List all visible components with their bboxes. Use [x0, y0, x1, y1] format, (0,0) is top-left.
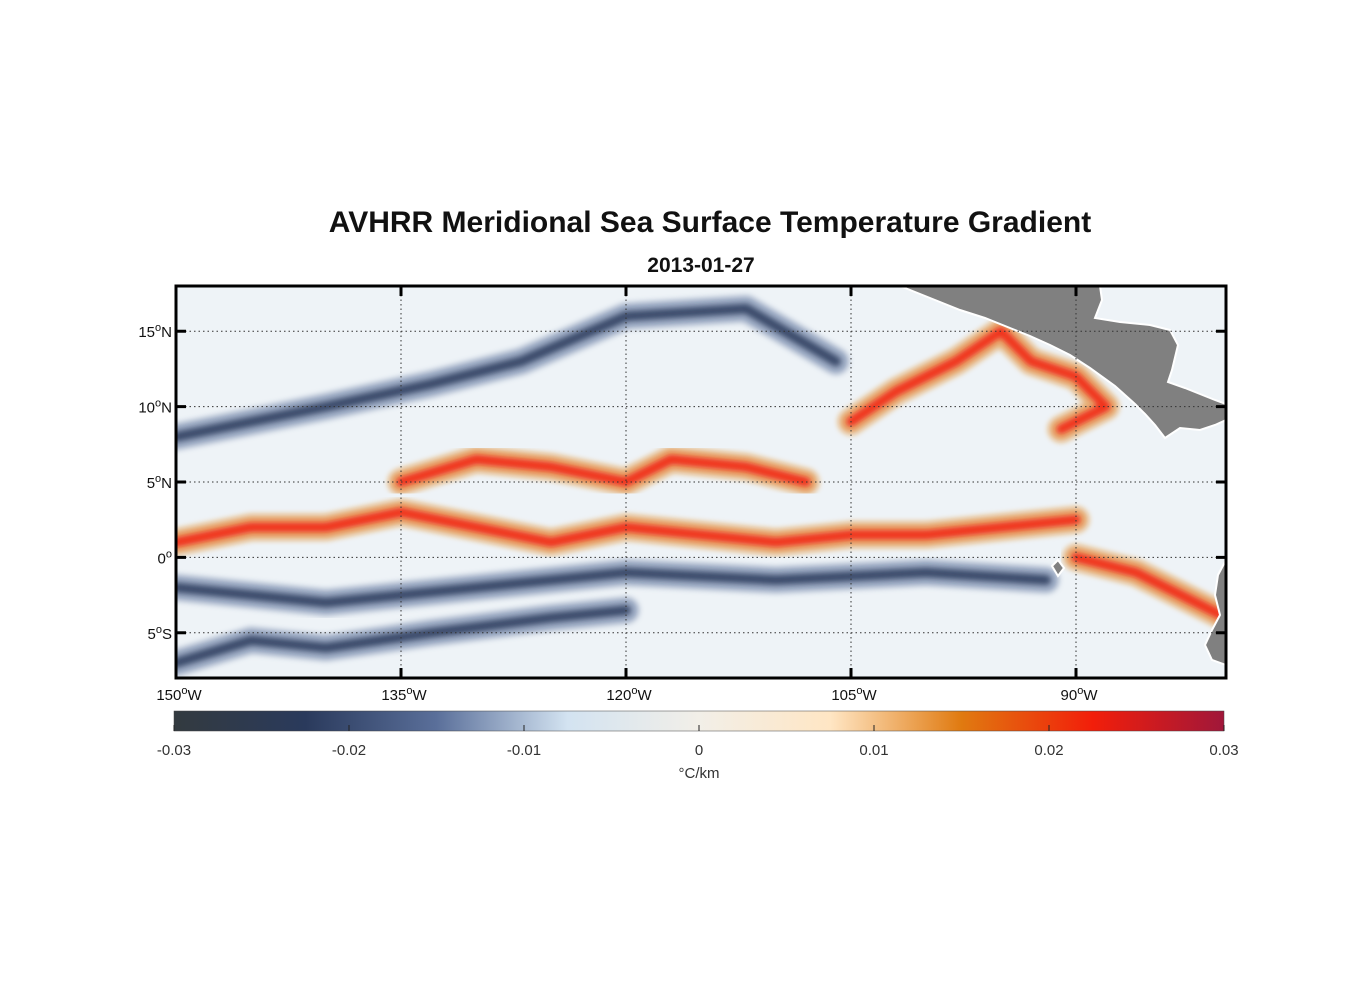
colorbar-tick-label: 0.03 [1209, 742, 1238, 759]
front-southern-cold-band [176, 605, 631, 668]
chart-date: 2013-01-27 [647, 254, 755, 277]
south-america-land [1203, 559, 1226, 667]
colorbar-tick-label: 0 [695, 742, 703, 759]
lat-tick-label: 5oS [148, 624, 172, 643]
front-peru-coast-front [1071, 552, 1226, 623]
colorbar-tick-label: 0.02 [1034, 742, 1063, 759]
colorbar-tick-label: -0.03 [157, 742, 191, 759]
front-equatorial-front [176, 507, 1081, 548]
lon-tick-label: 120oW [606, 685, 652, 704]
front-eddy-field-near-coast [846, 326, 1111, 435]
lat-tick-label: 15oN [138, 322, 172, 341]
colorbar-unit-label: °C/km [679, 765, 720, 782]
front-north-cold-band [176, 303, 841, 442]
galapagos-island [1050, 558, 1066, 578]
axis-ticks: 150oW 135oW 120oW 105oW 90oW 15oN 10oN 5oN 0o 5oS [138, 286, 1226, 704]
lon-tick-label: 150oW [156, 685, 202, 704]
central-america-land [899, 286, 1226, 440]
lat-tick-label: 5oN [147, 473, 172, 492]
lat-tick-label: 0o [158, 548, 172, 567]
lon-tick-label: 90oW [1061, 685, 1099, 704]
chart-title: AVHRR Meridional Sea Surface Temperature… [328, 206, 1092, 239]
lon-tick-label: 105oW [831, 685, 877, 704]
land-layer [899, 286, 1226, 667]
lat-tick-label: 10oN [138, 398, 172, 417]
colorbar-tick-label: -0.01 [507, 742, 541, 759]
colorbar-tick-label: -0.02 [332, 742, 366, 759]
colorbar-tick-label: 0.01 [859, 742, 888, 759]
lon-tick-label: 135oW [381, 685, 427, 704]
colorbar-ticks: -0.03 -0.02 -0.01 0 0.01 0.02 0.03 [157, 725, 1239, 759]
front-south-equatorial-cold [176, 567, 1051, 608]
